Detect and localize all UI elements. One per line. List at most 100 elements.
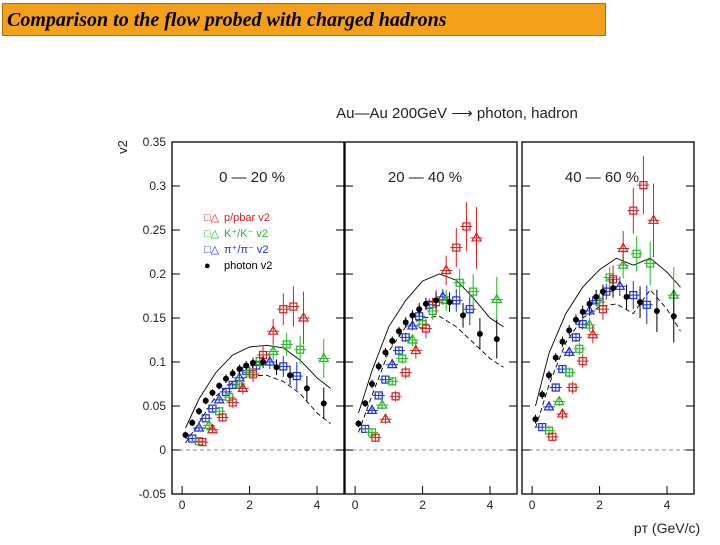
x-tick-label: 2	[419, 498, 426, 512]
photon-marker	[539, 391, 546, 398]
band-lower-line	[535, 289, 681, 429]
pion-marker	[571, 333, 581, 342]
photon-marker	[195, 408, 202, 415]
proton-marker	[379, 412, 391, 423]
kaon-marker	[233, 377, 245, 388]
photon-marker	[599, 288, 606, 295]
proton-marker	[471, 231, 483, 242]
photon-marker	[409, 312, 416, 319]
pion-marker	[563, 346, 575, 356]
proton-marker	[568, 383, 577, 392]
photon-marker	[493, 336, 500, 343]
x-tick-label: 0	[352, 498, 359, 512]
proton-marker	[617, 242, 629, 253]
photon-marker	[260, 359, 267, 365]
proton-marker	[248, 370, 258, 379]
photon-marker	[202, 397, 209, 404]
pion-marker	[193, 421, 205, 432]
pion-marker	[614, 280, 626, 290]
kaon-marker	[565, 368, 574, 377]
photon-marker	[189, 419, 196, 426]
x-tick-label: 2	[246, 498, 253, 512]
photon-marker	[572, 316, 579, 323]
pion-marker	[465, 305, 474, 314]
photon-marker	[670, 313, 677, 320]
pion-marker	[394, 346, 404, 355]
kaon-marker	[318, 352, 330, 363]
kaon-marker	[583, 318, 595, 329]
photon-marker	[375, 363, 382, 370]
photon-marker	[243, 362, 250, 369]
pion-marker	[213, 393, 225, 404]
panel-frame	[344, 141, 518, 495]
photon-marker	[416, 306, 423, 313]
proton-marker	[228, 398, 237, 407]
kaon-marker	[646, 259, 655, 268]
y-tick-label: 0.25	[143, 223, 167, 237]
legend-marker: □△	[204, 228, 220, 240]
proton-marker	[237, 382, 249, 392]
slide-title-bar: Comparison to the flow probed with charg…	[2, 3, 606, 36]
proton-marker	[639, 181, 648, 190]
band-upper-line	[185, 344, 331, 429]
y-tick-label: 0.3	[149, 179, 166, 193]
kaon-marker	[406, 333, 418, 344]
panel-1: 0 2 4 0 — 20 %	[171, 141, 345, 512]
proton-marker	[267, 324, 279, 335]
centrality-label: 40 — 60 %	[565, 169, 639, 186]
proton-marker	[198, 437, 207, 447]
pion-marker	[642, 300, 651, 309]
proton-marker	[298, 311, 310, 322]
v2-comparison-chart: Au—Au 200GeV ⟶ photon, hadron v2 pᴛ (GeV…	[115, 105, 700, 536]
band-lower-line	[185, 374, 331, 444]
pion-marker	[406, 319, 418, 330]
pion-marker	[279, 362, 288, 371]
centrality-label: 0 — 20 %	[219, 169, 285, 186]
pion-marker	[578, 320, 587, 329]
photon-marker	[586, 300, 593, 307]
kaon-marker	[398, 354, 407, 363]
y-tick-label: 0	[159, 443, 166, 457]
photon-marker	[433, 297, 440, 304]
photon-marker	[637, 299, 644, 306]
proton-marker	[598, 305, 608, 314]
photon-marker	[446, 299, 453, 306]
kaon-marker	[632, 249, 641, 258]
panel-3: 0 2 4 40 — 60 %	[521, 141, 695, 512]
legend-marker: ●	[204, 260, 211, 272]
photon-marker	[559, 338, 566, 345]
pion-marker	[452, 296, 461, 305]
chart-figure: Au—Au 200GeV ⟶ photon, hadron v2 pᴛ (GeV…	[112, 97, 720, 540]
kaon-marker	[617, 258, 629, 269]
kaon-marker	[491, 293, 503, 304]
y-tick-label: -0.05	[139, 487, 167, 501]
proton-marker	[556, 407, 568, 418]
photon-marker	[389, 337, 396, 344]
proton-marker	[648, 214, 660, 224]
photon-marker	[610, 285, 617, 292]
pion-marker	[201, 414, 210, 423]
y-tick-label: 0.05	[143, 399, 167, 413]
legend-label: K⁺/K⁻ v2	[224, 228, 268, 240]
proton-marker	[289, 302, 298, 311]
photon-marker	[236, 366, 243, 373]
photon-marker	[229, 370, 236, 377]
photon-marker	[593, 293, 600, 300]
photon-marker	[545, 372, 552, 379]
kaon-marker	[282, 340, 291, 349]
photon-marker	[320, 400, 327, 407]
photon-marker	[368, 381, 375, 387]
proton-marker	[391, 392, 400, 401]
photon-marker	[623, 293, 630, 300]
photon-marker	[579, 308, 586, 315]
photon-marker	[249, 359, 256, 366]
kaon-marker	[203, 419, 215, 429]
legend-label: photon v2	[224, 260, 272, 272]
band-upper-line	[535, 257, 681, 407]
centrality-label: 20 — 40 %	[388, 169, 462, 186]
pion-marker	[583, 304, 595, 315]
x-tick-label: 4	[314, 498, 321, 512]
pion-marker	[551, 383, 560, 392]
photon-marker	[566, 327, 573, 334]
kaon-marker	[469, 287, 478, 296]
